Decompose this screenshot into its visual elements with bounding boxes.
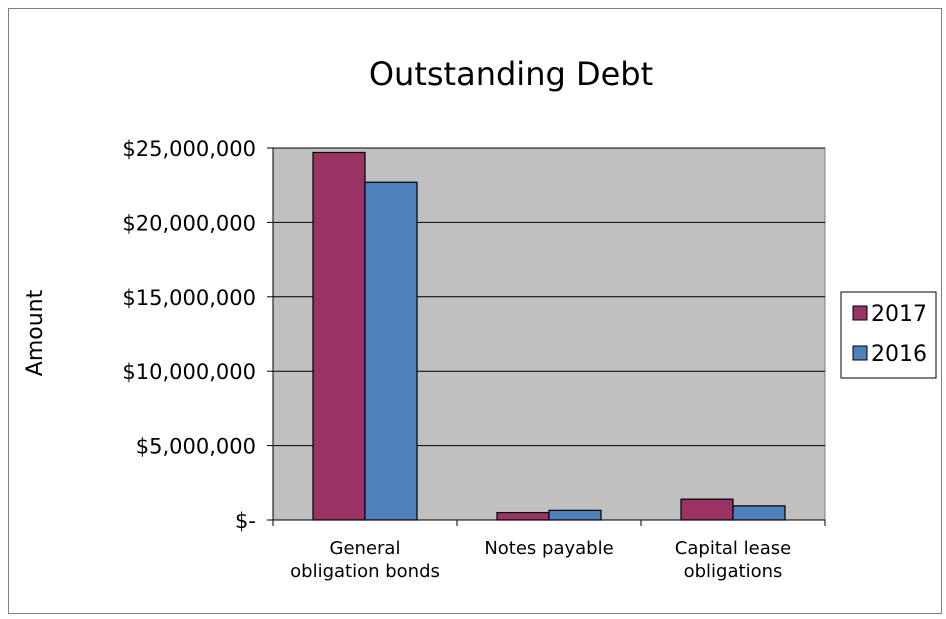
chart-title: Outstanding Debt bbox=[369, 55, 653, 93]
plot-area: $- $5,000,000 $10,000,000 $15,000,000 $20,00… bbox=[122, 137, 826, 582]
x-tick-label-line: obligation bonds bbox=[290, 561, 440, 582]
y-tick-label: $25,000,000 bbox=[122, 137, 256, 161]
x-tick-label-line: obligations bbox=[684, 561, 783, 582]
y-tick-label: $15,000,000 bbox=[122, 286, 256, 310]
x-tick-label: Capital lease obligations bbox=[675, 538, 791, 582]
legend-label-2016: 2016 bbox=[871, 342, 927, 367]
y-tick-label: $- bbox=[235, 509, 256, 533]
bar-2017-2 bbox=[680, 498, 734, 521]
x-tick-label-line: Capital lease bbox=[675, 538, 791, 559]
x-tick-label-line: Notes payable bbox=[484, 538, 613, 559]
x-tick-label: General obligation bonds bbox=[290, 538, 440, 582]
bar-2017-0 bbox=[312, 151, 366, 521]
y-tick-label: $20,000,000 bbox=[122, 211, 256, 235]
bar-2016-0 bbox=[364, 181, 418, 521]
legend-swatch-2017 bbox=[852, 305, 868, 321]
legend: 2017 2016 bbox=[840, 291, 937, 379]
y-axis-label: Amount bbox=[23, 289, 48, 376]
x-tick-label-line: General bbox=[330, 538, 401, 559]
x-tick-label: Notes payable bbox=[484, 538, 613, 559]
bar-2016-2 bbox=[732, 505, 786, 521]
bar-2017-1 bbox=[496, 511, 550, 521]
legend-label-2017: 2017 bbox=[871, 302, 927, 327]
bar-2016-1 bbox=[548, 509, 602, 521]
legend-swatch-2016 bbox=[852, 345, 868, 361]
y-tick-label: $10,000,000 bbox=[122, 360, 256, 384]
y-tick-label: $5,000,000 bbox=[136, 435, 256, 459]
